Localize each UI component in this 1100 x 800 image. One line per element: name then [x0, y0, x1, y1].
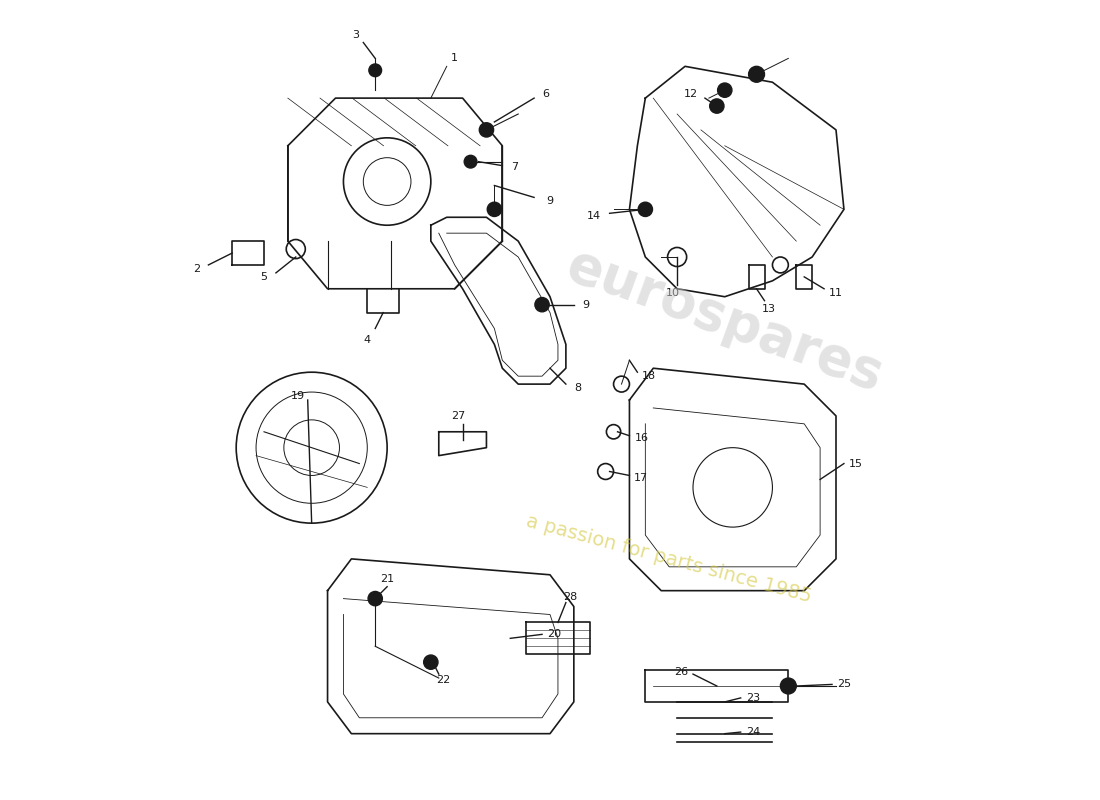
Text: 14: 14	[586, 210, 601, 221]
Text: 1: 1	[451, 54, 459, 63]
Text: 3: 3	[352, 30, 359, 39]
Text: 19: 19	[292, 391, 305, 401]
Circle shape	[487, 202, 502, 217]
Text: 23: 23	[746, 693, 760, 703]
Circle shape	[749, 66, 764, 82]
Circle shape	[535, 298, 549, 312]
Text: 9: 9	[547, 196, 553, 206]
Text: 18: 18	[642, 371, 657, 381]
Text: 15: 15	[849, 458, 862, 469]
Circle shape	[464, 155, 477, 168]
Text: 5: 5	[261, 272, 267, 282]
Text: 2: 2	[192, 264, 200, 274]
Circle shape	[717, 83, 732, 98]
Text: 25: 25	[837, 679, 851, 690]
Circle shape	[710, 99, 724, 114]
Circle shape	[424, 655, 438, 670]
Circle shape	[780, 678, 796, 694]
Text: 4: 4	[364, 335, 371, 346]
Text: 17: 17	[635, 473, 648, 483]
Text: 20: 20	[547, 630, 561, 639]
Text: 10: 10	[667, 288, 680, 298]
Text: 28: 28	[563, 592, 578, 602]
Text: 13: 13	[761, 304, 776, 314]
Text: 26: 26	[674, 666, 689, 677]
Text: 24: 24	[746, 727, 760, 737]
Text: 22: 22	[436, 674, 450, 685]
Text: 7: 7	[510, 162, 518, 172]
Circle shape	[368, 64, 382, 77]
Text: 16: 16	[635, 433, 648, 443]
Text: a passion for parts since 1985: a passion for parts since 1985	[525, 511, 814, 606]
Circle shape	[480, 122, 494, 137]
Text: 8: 8	[574, 383, 582, 393]
Text: 12: 12	[683, 89, 697, 99]
Circle shape	[368, 591, 383, 606]
Text: 6: 6	[542, 89, 550, 99]
Text: 27: 27	[451, 411, 465, 421]
Text: 11: 11	[829, 288, 843, 298]
Text: 21: 21	[381, 574, 394, 584]
Circle shape	[638, 202, 652, 217]
Text: eurospares: eurospares	[560, 239, 890, 402]
Text: 9: 9	[582, 300, 590, 310]
